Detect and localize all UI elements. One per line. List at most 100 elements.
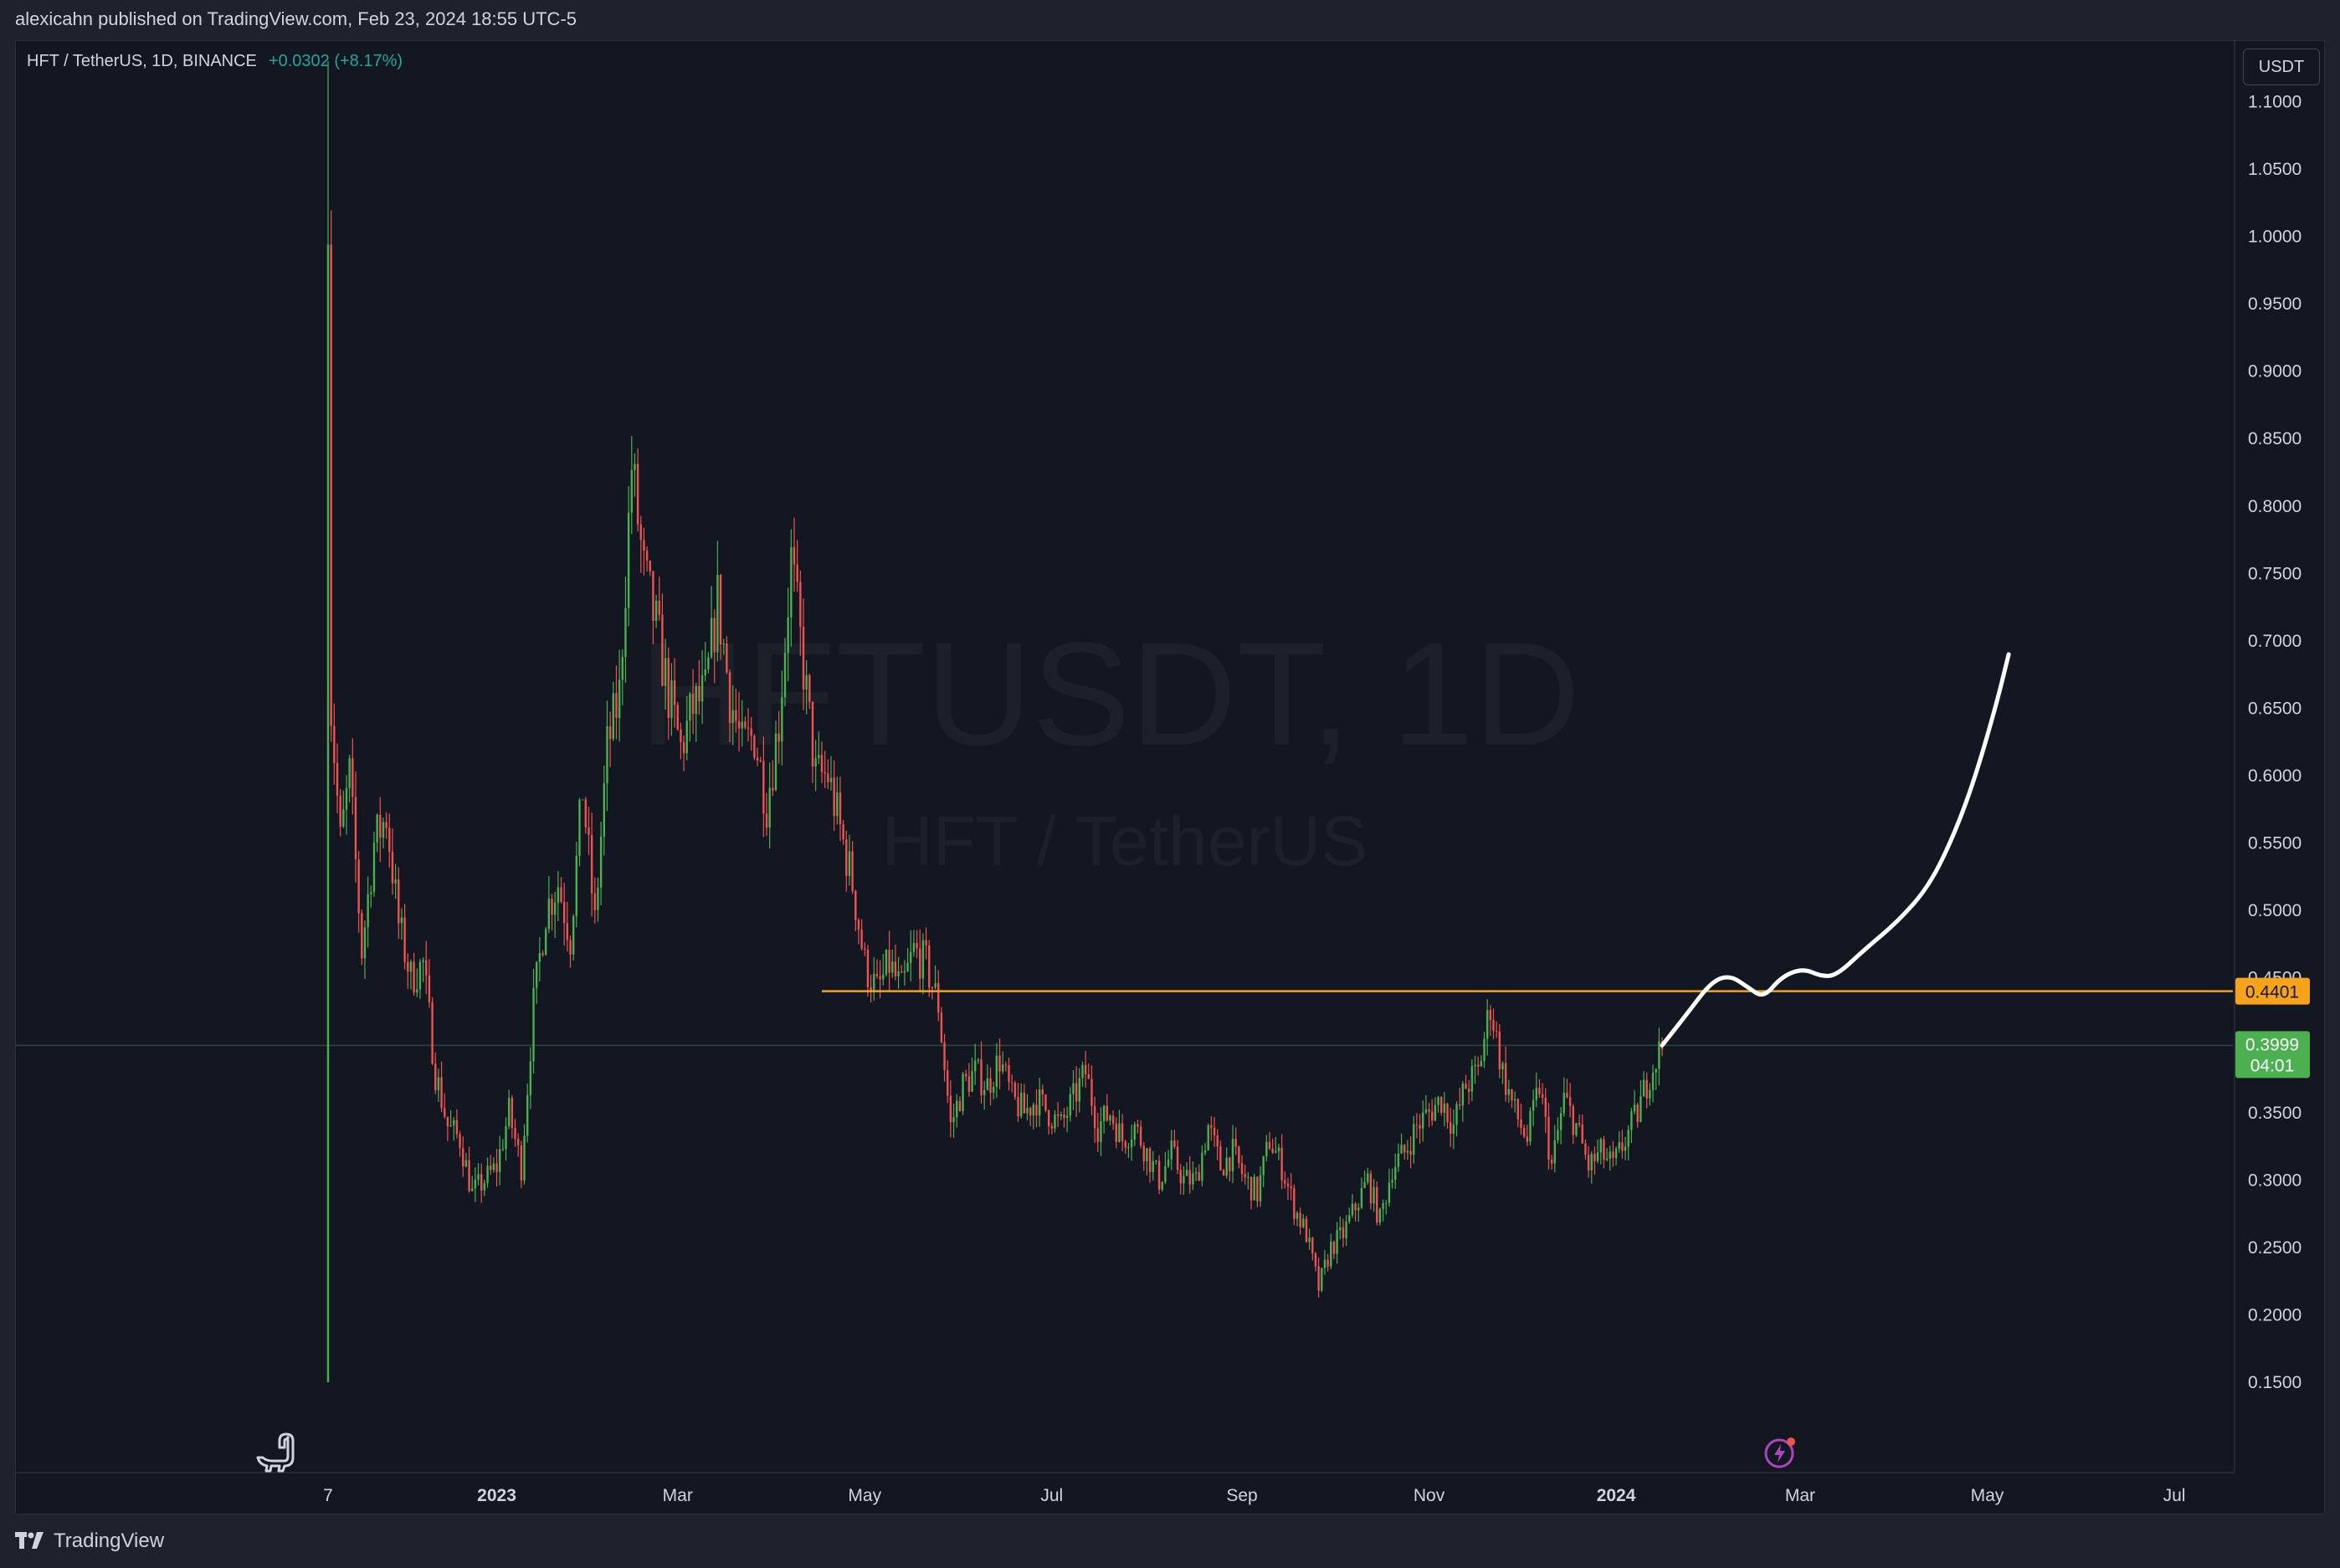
candle-body [667,658,670,719]
candle-body [1645,1079,1648,1099]
candle-body [1330,1242,1332,1267]
candle-body [1593,1154,1596,1161]
price-axis[interactable]: 1.1000 1.0500 1.0000 0.9500 0.9000 0.8500 0.80… [2234,40,2302,1473]
candle-body [747,727,750,729]
candle-body [1609,1151,1611,1159]
candle-body [584,799,588,828]
candle-body [787,617,789,653]
candle-body [569,940,572,955]
candle-body [1090,1079,1093,1106]
candle-body [1470,1066,1474,1092]
candle-body [842,824,844,840]
candle-body [1203,1150,1207,1153]
candle-body [1314,1253,1317,1267]
candle-body [1327,1259,1329,1267]
candle-body [1139,1126,1142,1146]
candle-body [428,975,431,1002]
candle-body [547,899,551,930]
time-axis[interactable]: 7 2023 Mar May Jul Sep Nov 2024 Mar May Jul [15,1472,2235,1505]
candle-body [845,839,848,876]
candle-body [866,949,870,988]
candle-body [1041,1089,1044,1095]
candle-body [634,464,636,470]
flash-icon[interactable] [1763,1434,1799,1475]
candle-body [1179,1170,1182,1184]
candle-body [1511,1089,1513,1101]
candle-body [1157,1161,1161,1190]
candle-body [1115,1123,1117,1142]
candle-body [1486,1009,1489,1039]
brush-drawing[interactable] [1660,652,2011,1048]
candle-body [882,974,885,980]
candle-body [1023,1093,1026,1114]
candle-body [1507,1089,1511,1095]
candle-body [1590,1154,1593,1171]
candle-body [1029,1108,1032,1116]
candle-body [1382,1203,1384,1209]
legend-change-percent: (+8.17%) [334,52,403,70]
price-tick-label: 0.5500 [2248,834,2302,853]
candle-body [376,814,378,843]
watermark-subtitle: HFT / TetherUS [882,802,1368,880]
candle-body [516,1139,520,1145]
candle-body [965,1074,967,1077]
candle-body [940,1012,943,1043]
candle-body [873,973,875,991]
time-tick-label: Nov [1414,1486,1445,1505]
candle-body [1093,1105,1096,1129]
currency-button[interactable]: USDT [2243,49,2320,85]
candle-body [661,614,664,686]
candle-body [1240,1163,1244,1175]
candle-body [495,1163,498,1172]
candle-body [726,643,728,673]
candle-body [1373,1186,1375,1204]
candle-body [885,950,888,975]
candle-body [956,1100,958,1118]
candle-body [1222,1170,1225,1176]
candle-body [593,893,597,910]
brush-drawing-group[interactable] [1660,652,2011,1048]
candle-body [1308,1237,1311,1243]
candle-body [1231,1139,1234,1171]
candle-body [1391,1180,1393,1183]
candle-body [952,1117,955,1123]
candle-body [643,540,645,551]
candle-body [1495,1031,1498,1033]
candle-body [973,1060,977,1072]
candle-body [1311,1237,1314,1253]
candle-body [710,617,713,658]
candle-body [695,686,697,715]
candle-body [879,976,881,980]
price-tick-label: 0.6000 [2248,766,2302,786]
candle-body [1087,1074,1090,1079]
candle-body [1142,1145,1145,1162]
bar-countdown-label: 04:01 [2250,1056,2295,1075]
candle-body [1286,1183,1290,1186]
candle-body [400,917,403,924]
candle-body [551,899,553,915]
candle-body [716,575,719,653]
candle-body [459,1134,461,1149]
candle-body [1124,1141,1126,1148]
candle-body [1376,1186,1378,1223]
chart-area[interactable] [15,40,2325,1514]
candle-body [851,851,854,891]
legend-change-value: +0.0302 [268,52,330,70]
symbol-legend[interactable]: HFT / TetherUS, 1D, BINANCE +0.0302 (+8.… [27,52,403,71]
candle-body [382,822,385,838]
publish-info: alexicahn published on TradingView.com, … [15,8,577,29]
candle-body [860,930,863,949]
candle-body [1575,1123,1578,1135]
candle-body [1161,1181,1163,1190]
dino-icon[interactable] [254,1429,298,1477]
time-tick-label: Jul [2163,1486,2186,1505]
candle-body [541,953,544,956]
tradingview-logo[interactable]: TradingView [15,1530,164,1553]
candle-body [676,705,679,730]
candle-body [1192,1173,1194,1185]
candle-body [1431,1111,1434,1121]
candle-body [1075,1083,1078,1102]
candle-body [921,940,925,979]
candle-body [691,694,695,715]
